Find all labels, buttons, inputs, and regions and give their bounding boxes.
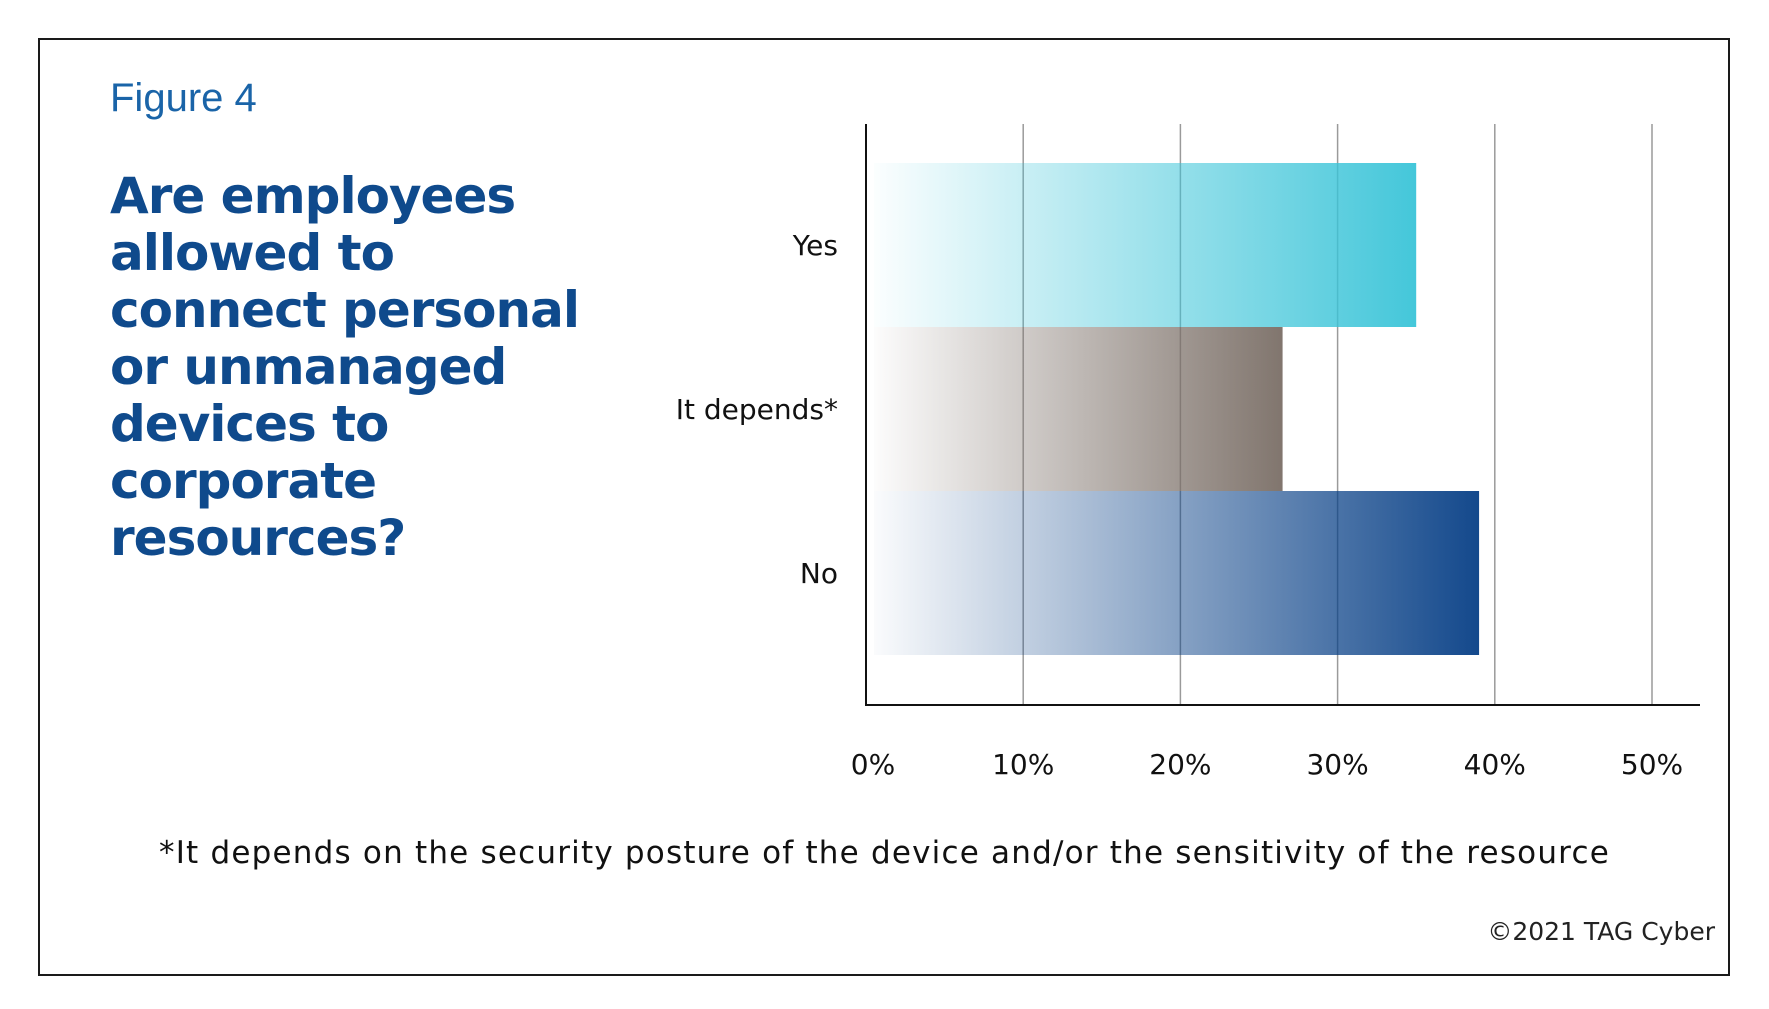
chart-question-title: Are employees allowed to connect persona… xyxy=(110,167,580,567)
x-tick-label-0: 0% xyxy=(851,748,895,781)
footnote: *It depends on the security posture of t… xyxy=(159,835,1610,871)
copyright: ©2021 TAG Cyber xyxy=(1487,917,1715,946)
labels: Yes It depends* No 0% 10% 20% 30% 40% 50% xyxy=(676,229,1683,781)
bar-yes xyxy=(874,163,1417,327)
x-tick-label-50: 50% xyxy=(1621,748,1683,781)
bar-it-depends xyxy=(874,327,1283,491)
bars xyxy=(874,163,1480,655)
category-label-no: No xyxy=(800,557,838,590)
category-label-yes: Yes xyxy=(792,229,838,262)
x-tick-label-40: 40% xyxy=(1464,748,1526,781)
x-tick-label-10: 10% xyxy=(992,748,1054,781)
x-tick-label-20: 20% xyxy=(1149,748,1211,781)
x-tick-label-30: 30% xyxy=(1306,748,1368,781)
figure-frame xyxy=(38,38,1730,976)
category-label-it-depends: It depends* xyxy=(676,393,838,426)
bar-no xyxy=(874,491,1480,655)
axes xyxy=(865,124,1700,706)
figure-label: Figure 4 xyxy=(110,76,257,120)
